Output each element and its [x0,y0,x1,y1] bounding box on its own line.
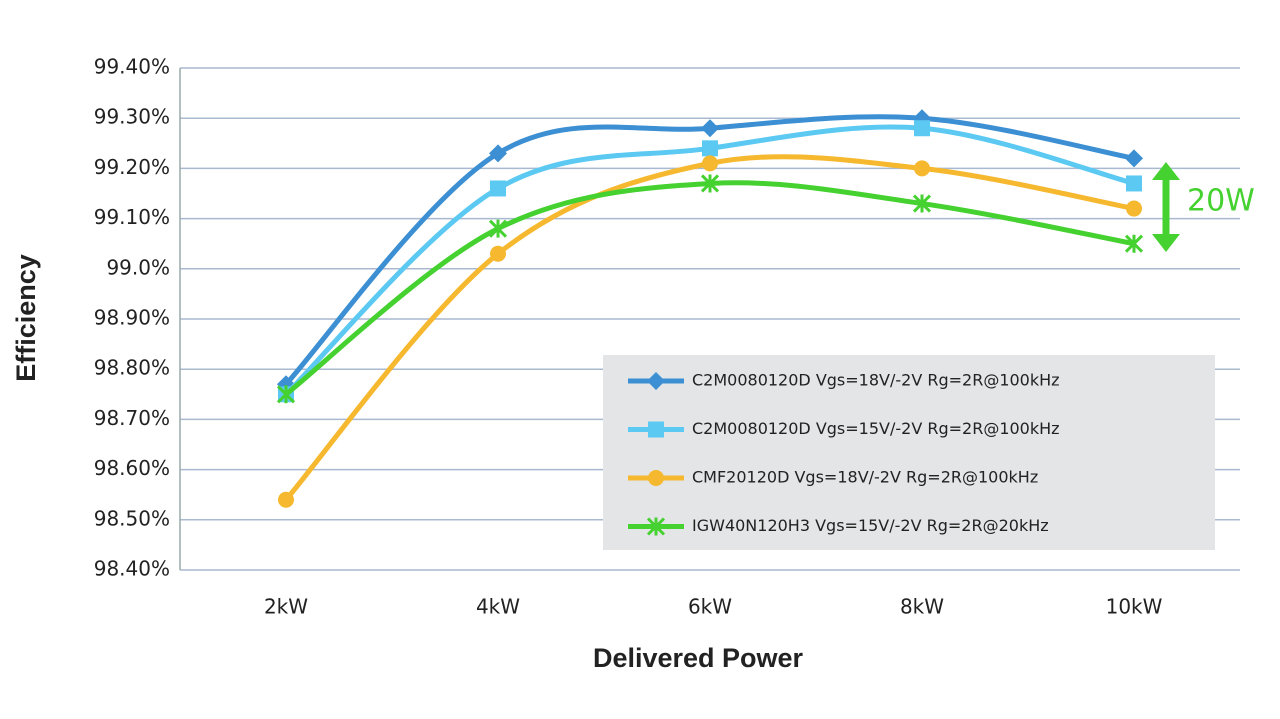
legend-label: IGW40N120H3 Vgs=15V/-2V Rg=2R@20kHz [692,516,1049,535]
legend-box [603,355,1215,550]
legend-label: C2M0080120D Vgs=18V/-2V Rg=2R@100kHz [692,371,1060,390]
x-tick-label: 4kW [476,595,520,619]
y-tick-label: 99.0% [106,255,170,279]
y-axis-title: Efficiency [11,254,41,382]
marker [1126,200,1142,217]
marker [490,245,506,262]
legend-label: C2M0080120D Vgs=15V/-2V Rg=2R@100kHz [692,419,1060,438]
series-group [276,109,1144,508]
marker [489,144,507,163]
series-line [284,114,1135,386]
y-tick-label: 99.30% [94,105,170,129]
marker [701,119,719,138]
legend-marker [647,372,665,390]
x-tick-label: 6kW [688,595,732,619]
y-tick-label: 99.40% [94,55,170,79]
marker [488,219,508,238]
y-tick-label: 98.70% [94,406,170,430]
y-tick-label: 99.20% [94,155,170,179]
marker [1124,234,1144,253]
y-tick-label: 98.40% [94,557,170,581]
series-line [284,154,1135,502]
annotation: 20W [1187,184,1255,219]
legend: C2M0080120D Vgs=18V/-2V Rg=2R@100kHz C2M0… [628,371,1060,536]
marker [914,120,930,137]
legend-marker [648,470,664,486]
y-tick-label: 98.50% [94,506,170,530]
marker [914,160,930,177]
y-tick-label: 98.90% [94,306,170,330]
legend-label: CMF20120D Vgs=18V/-2V Rg=2R@100kHz [692,468,1038,487]
legend-marker [648,421,664,438]
marker [1126,175,1142,192]
marker [700,174,720,193]
y-tick-label: 99.10% [94,205,170,229]
marker [276,385,296,404]
marker [702,155,718,172]
marker [278,491,294,508]
x-tick-label: 2kW [264,595,308,619]
legend-marker [646,517,666,536]
x-tick-label: 8kW [900,595,944,619]
x-tick-label: 10kW [1106,595,1163,619]
marker [702,140,718,157]
y-tick-label: 98.60% [94,456,170,480]
annotation-arrow [1152,162,1180,252]
marker [490,180,506,197]
marker [1125,149,1143,168]
y-tick-label: 98.80% [94,356,170,380]
marker [912,194,932,213]
x-axis-title: Delivered Power [593,643,804,673]
